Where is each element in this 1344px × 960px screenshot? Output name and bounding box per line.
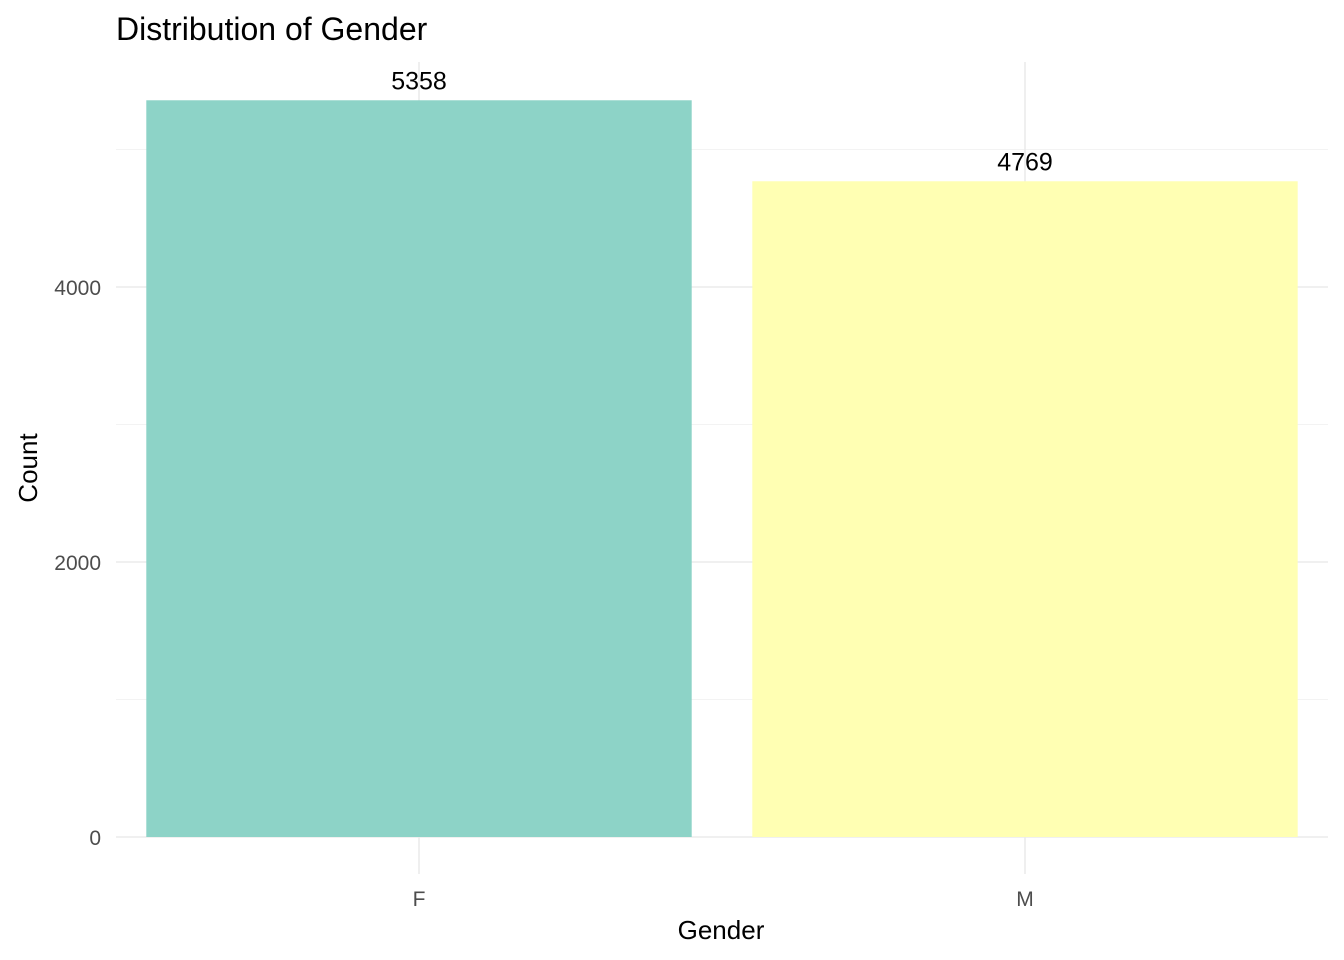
- chart-title: Distribution of Gender: [116, 11, 428, 47]
- bars: [146, 100, 1298, 837]
- bar-value-label: 5358: [391, 67, 447, 95]
- y-axis-title: Count: [13, 433, 43, 503]
- bar-m: [752, 181, 1298, 837]
- y-tick-labels: 0 2000 4000: [54, 277, 101, 850]
- bar-value-label: 4769: [997, 148, 1053, 176]
- bar-f: [146, 100, 692, 837]
- y-tick-label: 2000: [54, 552, 101, 575]
- x-tick-label: F: [413, 888, 426, 911]
- data-labels: 5358 4769: [391, 67, 1053, 176]
- y-tick-label: 4000: [54, 277, 101, 300]
- y-tick-label: 0: [89, 827, 101, 850]
- x-axis-title: Gender: [678, 915, 765, 945]
- x-tick-label: M: [1016, 888, 1034, 911]
